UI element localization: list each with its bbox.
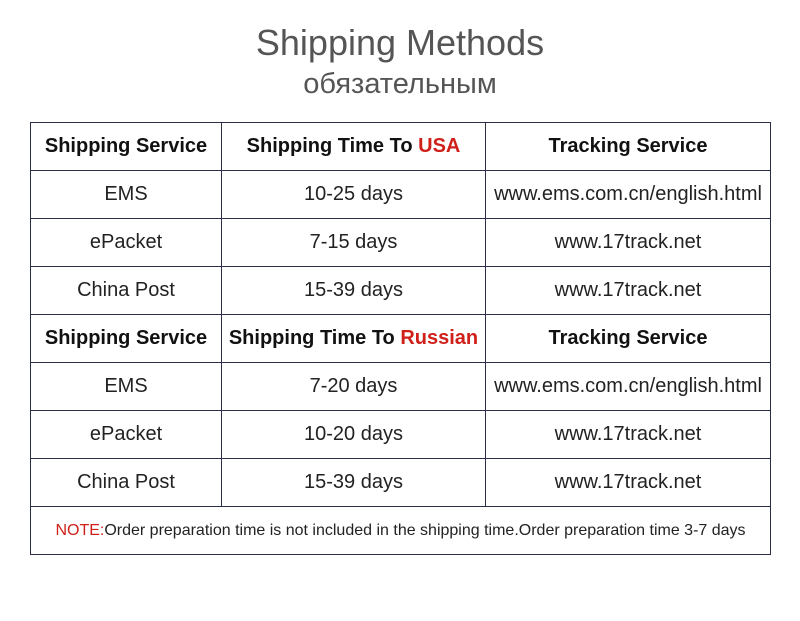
shipping-table: Shipping Service Shipping Time To USA Trac… [30, 122, 771, 555]
cell: www.17track.net [485, 218, 771, 267]
header-cell: Tracking Service [485, 314, 771, 363]
note-text: Order preparation time is not included i… [104, 521, 746, 539]
table-body: Shipping Service Shipping Time To USA Trac… [30, 122, 771, 555]
cell: www.17track.net [485, 410, 771, 459]
header-row: Shipping Service Shipping Time To Russian… [30, 314, 771, 363]
subtitle: обязательным [303, 68, 497, 100]
note-label: NOTE: [55, 521, 105, 539]
header-text: Shipping Time To [228, 327, 395, 349]
cell: www.ems.com.cn/english.html [485, 362, 771, 411]
cell: ePacket [30, 218, 222, 267]
cell: 7-20 days [221, 362, 486, 411]
header-text: Shipping Time To [246, 135, 413, 157]
title: Shipping Methods [255, 22, 545, 63]
data-row: EMS 10-25 days www.ems.com.cn/english.html [30, 170, 771, 219]
header-cell: Shipping Service [30, 122, 222, 171]
data-row: ePacket 7-15 days www.17track.net [30, 218, 771, 267]
header-cell: Shipping Service [30, 314, 222, 363]
header-cell: Shipping Time To USA [221, 122, 486, 171]
cell: 10-20 days [221, 410, 486, 459]
cell: ePacket [30, 410, 222, 459]
cell: www.17track.net [485, 266, 771, 315]
cell: 15-39 days [221, 266, 486, 315]
cell: 15-39 days [221, 458, 486, 507]
data-row: ePacket 10-20 days www.17track.net [30, 410, 771, 459]
cell: EMS [30, 170, 222, 219]
cell: EMS [30, 362, 222, 411]
header-row: Shipping Service Shipping Time To USA Trac… [30, 122, 771, 171]
header-highlight: Russian [400, 327, 479, 349]
header-cell: Tracking Service [485, 122, 771, 171]
data-row: China Post 15-39 days www.17track.net [30, 266, 771, 315]
cell: www.ems.com.cn/english.html [485, 170, 771, 219]
cell: China Post [30, 266, 222, 315]
cell: www.17track.net [485, 458, 771, 507]
cell: 7-15 days [221, 218, 486, 267]
data-row: China Post 15-39 days www.17track.net [30, 458, 771, 507]
data-row: EMS 7-20 days www.ems.com.cn/english.html [30, 362, 771, 411]
note-row: NOTE:Order preparation time is not inclu… [30, 506, 771, 555]
cell: China Post [30, 458, 222, 507]
note-cell: NOTE:Order preparation time is not inclu… [30, 506, 771, 555]
header-cell: Shipping Time To Russian [221, 314, 486, 363]
header-highlight: USA [418, 135, 461, 157]
cell: 10-25 days [221, 170, 486, 219]
